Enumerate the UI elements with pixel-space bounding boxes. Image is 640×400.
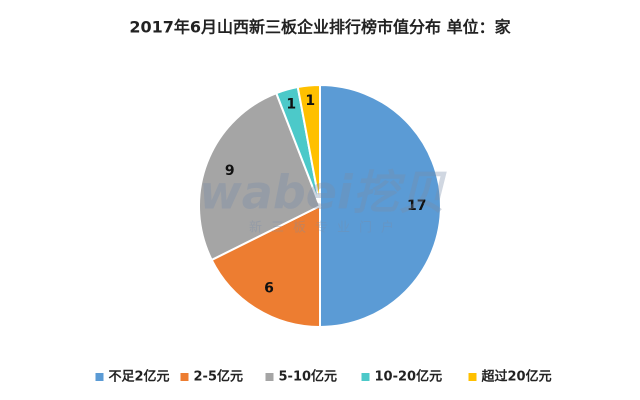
legend-label: 超过20亿元 (482, 369, 552, 385)
legend-label: 10-20亿元 (375, 369, 443, 385)
legend-label: 2-5亿元 (194, 369, 244, 385)
legend-swatch (95, 373, 104, 381)
labels: 17 6 9 1 1 (225, 93, 427, 296)
chart-title: 2017年6月山西新三板企业排行榜市值分布 单位：家 (129, 18, 511, 37)
pie-slice (319, 83, 442, 329)
data-label: 17 (407, 198, 426, 214)
data-label: 1 (286, 97, 296, 113)
pie-slice (198, 91, 322, 262)
watermark: wabei挖贝 (199, 166, 447, 220)
legend-swatch (180, 373, 189, 381)
watermark: 新三板专业门户 (249, 220, 403, 236)
pie (198, 83, 442, 329)
pie-slice (210, 204, 321, 329)
data-label: 1 (305, 93, 315, 109)
data-label: 6 (264, 280, 274, 296)
legend: 不足2亿元 2-5亿元 5-10亿元 10-20亿元 超过20亿元 (95, 369, 552, 385)
legend-swatch (265, 373, 274, 381)
legend-label: 不足2亿元 (109, 369, 170, 385)
legend-swatch (468, 373, 477, 381)
legend-label: 5-10亿元 (279, 369, 338, 385)
data-label: 9 (225, 163, 235, 179)
pie-slice (296, 83, 321, 207)
legend-swatch (361, 373, 370, 381)
